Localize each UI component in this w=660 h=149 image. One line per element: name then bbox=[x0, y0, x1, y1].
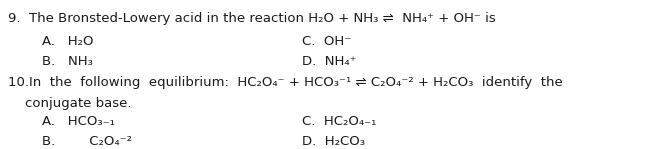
Text: C.  OH⁻: C. OH⁻ bbox=[302, 35, 352, 48]
Text: A.   HCO₃₋₁: A. HCO₃₋₁ bbox=[8, 115, 115, 128]
Text: C.  HC₂O₄₋₁: C. HC₂O₄₋₁ bbox=[302, 115, 377, 128]
Text: A.   H₂O: A. H₂O bbox=[8, 35, 94, 48]
Text: 10.In  the  following  equilibrium:  HC₂O₄⁻ + HCO₃⁻¹ ⇌ C₂O₄⁻² + H₂CO₃  identify : 10.In the following equilibrium: HC₂O₄⁻ … bbox=[8, 76, 563, 89]
Text: B.        C₂O₄⁻²: B. C₂O₄⁻² bbox=[8, 135, 132, 148]
Text: B.   NH₃: B. NH₃ bbox=[8, 55, 93, 68]
Text: D.  NH₄⁺: D. NH₄⁺ bbox=[302, 55, 357, 68]
Text: D.  H₂CO₃: D. H₂CO₃ bbox=[302, 135, 365, 148]
Text: conjugate base.: conjugate base. bbox=[8, 97, 131, 110]
Text: 9.  The Bronsted-Lowery acid in the reaction H₂O + NH₃ ⇌  NH₄⁺ + OH⁻ is: 9. The Bronsted-Lowery acid in the react… bbox=[8, 12, 496, 25]
